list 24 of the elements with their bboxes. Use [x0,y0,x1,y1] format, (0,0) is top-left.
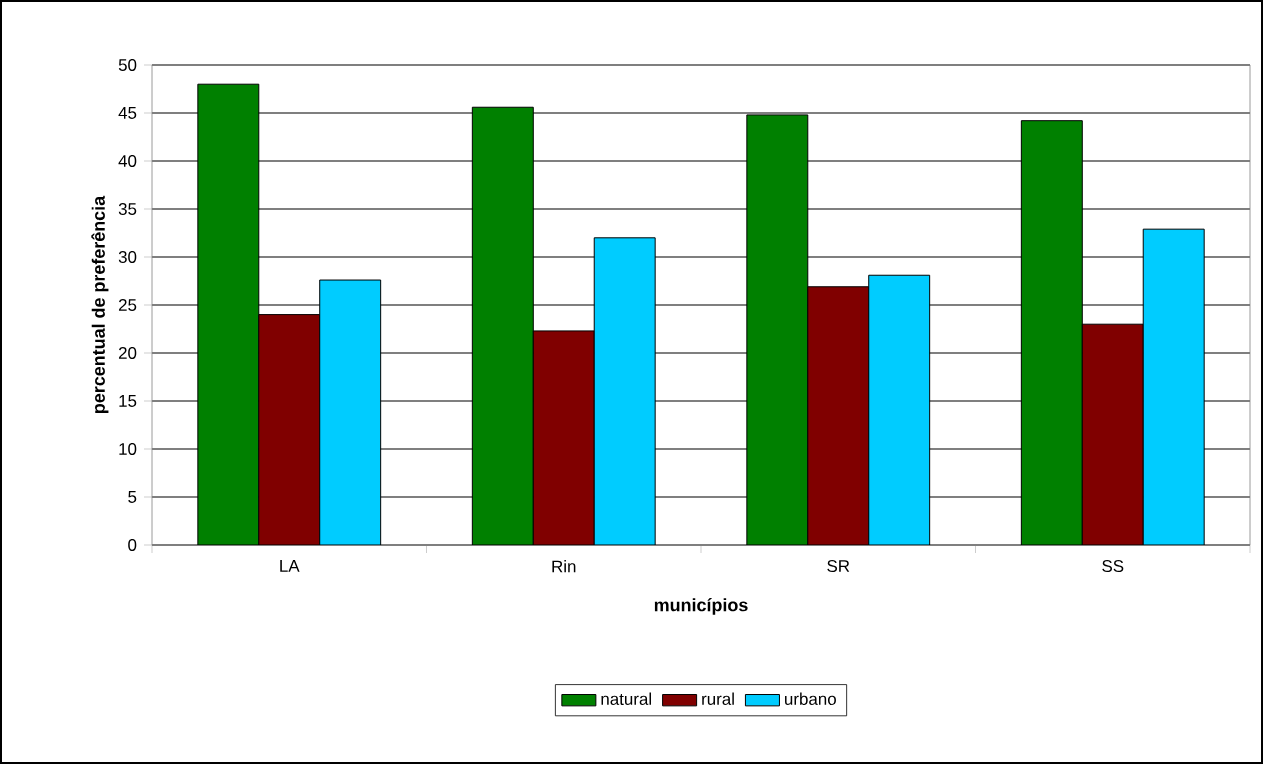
legend-label: natural [601,692,651,705]
legend-label: urbano [785,692,836,705]
y-tick-label: 10 [119,443,137,455]
y-tick-label: 30 [118,251,137,263]
y-tick-label: 40 [118,155,137,167]
legend-label: rural [702,692,734,705]
y-axis-title: percentual de preferência [91,195,109,413]
bar [746,114,809,545]
y-tick-label: 50 [118,59,137,71]
x-tick-label: SR [827,560,850,573]
y-tick-label: 0 [128,539,137,551]
x-tick-label: LA [280,560,300,572]
bar [1020,120,1083,545]
bar [197,83,260,545]
bar [471,106,534,545]
x-tick-label: SS [1102,560,1124,573]
y-tick-label: 25 [118,299,137,311]
y-tick-label: 35 [118,203,137,215]
y-tick-label: 45 [118,107,137,119]
y-tick-label: 5 [128,491,137,503]
y-tick-label: 20 [118,347,137,359]
x-axis-title: municípios [654,597,748,615]
y-tick-label: 15 [119,395,137,407]
x-tick-label: Rin [552,560,576,573]
